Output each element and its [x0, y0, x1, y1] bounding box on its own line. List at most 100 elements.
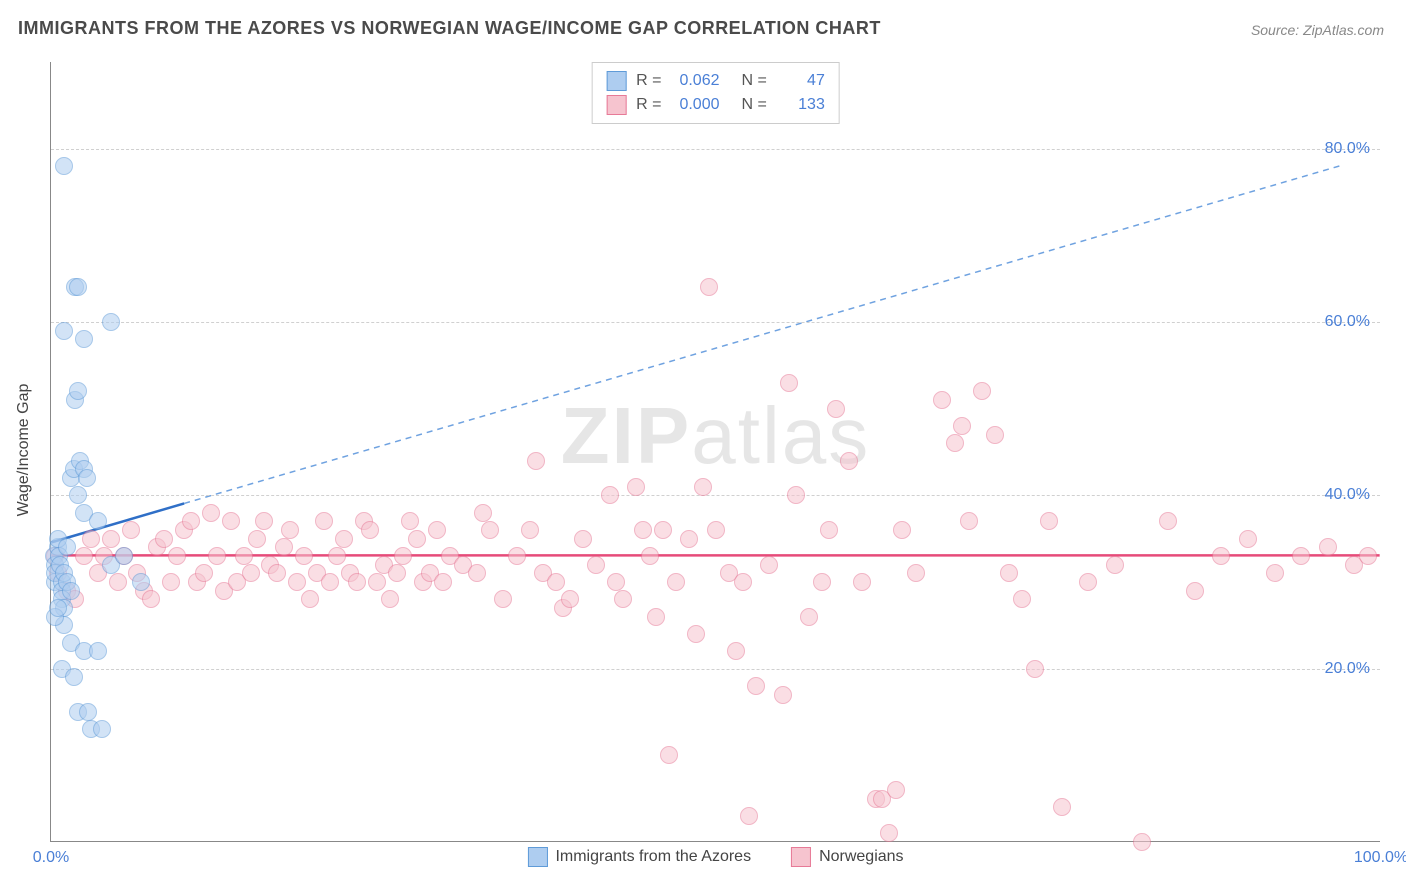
y-tick-label: 80.0%: [1325, 140, 1370, 158]
data-point-azores: [55, 322, 73, 340]
data-point-norwegians: [268, 564, 286, 582]
data-point-norwegians: [1013, 590, 1031, 608]
data-point-norwegians: [122, 521, 140, 539]
data-point-norwegians: [840, 452, 858, 470]
data-point-norwegians: [321, 573, 339, 591]
watermark: ZIPatlas: [561, 390, 870, 482]
data-point-norwegians: [1319, 538, 1337, 556]
series-legend: Immigrants from the Azores Norwegians: [527, 847, 903, 867]
data-point-norwegians: [800, 608, 818, 626]
source-attribution: Source: ZipAtlas.com: [1251, 22, 1384, 38]
data-point-norwegians: [142, 590, 160, 608]
gridline: [51, 669, 1380, 670]
data-point-norwegians: [248, 530, 266, 548]
data-point-norwegians: [1133, 833, 1151, 851]
data-point-norwegians: [1186, 582, 1204, 600]
chart-title: IMMIGRANTS FROM THE AZORES VS NORWEGIAN …: [18, 18, 881, 39]
data-point-norwegians: [607, 573, 625, 591]
data-point-azores: [93, 720, 111, 738]
x-tick-label: 100.0%: [1354, 849, 1406, 867]
data-point-azores: [62, 582, 80, 600]
data-point-norwegians: [468, 564, 486, 582]
data-point-norwegians: [1000, 564, 1018, 582]
data-point-azores: [49, 599, 67, 617]
data-point-norwegians: [774, 686, 792, 704]
data-point-norwegians: [1292, 547, 1310, 565]
data-point-norwegians: [707, 521, 725, 539]
data-point-azores: [78, 469, 96, 487]
data-point-norwegians: [168, 547, 186, 565]
data-point-norwegians: [1079, 573, 1097, 591]
data-point-norwegians: [547, 573, 565, 591]
data-point-norwegians: [641, 547, 659, 565]
data-point-norwegians: [827, 400, 845, 418]
data-point-norwegians: [667, 573, 685, 591]
legend-swatch: [791, 847, 811, 867]
legend-item-azores: Immigrants from the Azores: [527, 847, 751, 867]
data-point-norwegians: [694, 478, 712, 496]
data-point-norwegians: [634, 521, 652, 539]
data-point-norwegians: [242, 564, 260, 582]
data-point-azores: [55, 157, 73, 175]
data-point-azores: [69, 486, 87, 504]
data-point-norwegians: [521, 521, 539, 539]
trendline-azores-extrapolated: [184, 166, 1340, 504]
data-point-norwegians: [281, 521, 299, 539]
data-point-norwegians: [1359, 547, 1377, 565]
data-point-azores: [75, 330, 93, 348]
watermark-bold: ZIP: [561, 391, 691, 480]
data-point-norwegians: [574, 530, 592, 548]
stat-value-r: 0.000: [672, 93, 720, 117]
data-point-norwegians: [1053, 798, 1071, 816]
data-point-norwegians: [328, 547, 346, 565]
stats-legend-row-norwegians: R =0.000N =133: [606, 93, 825, 117]
data-point-azores: [115, 547, 133, 565]
data-point-norwegians: [428, 521, 446, 539]
data-point-norwegians: [222, 512, 240, 530]
data-point-norwegians: [82, 530, 100, 548]
data-point-norwegians: [587, 556, 605, 574]
stats-legend: R =0.062N =47R =0.000N =133: [591, 62, 840, 124]
data-point-azores: [79, 703, 97, 721]
data-point-norwegians: [787, 486, 805, 504]
data-point-norwegians: [295, 547, 313, 565]
stat-label-n: N =: [742, 93, 767, 117]
data-point-norwegians: [335, 530, 353, 548]
data-point-norwegians: [348, 573, 366, 591]
plot-area: ZIPatlas R =0.062N =47R =0.000N =133 Imm…: [50, 62, 1380, 842]
data-point-norwegians: [933, 391, 951, 409]
data-point-norwegians: [481, 521, 499, 539]
data-point-norwegians: [660, 746, 678, 764]
data-point-norwegians: [953, 417, 971, 435]
trend-lines-layer: [51, 62, 1380, 841]
data-point-norwegians: [162, 573, 180, 591]
data-point-norwegians: [527, 452, 545, 470]
data-point-norwegians: [887, 781, 905, 799]
data-point-norwegians: [394, 547, 412, 565]
data-point-norwegians: [687, 625, 705, 643]
data-point-norwegians: [647, 608, 665, 626]
data-point-norwegians: [1040, 512, 1058, 530]
data-point-norwegians: [182, 512, 200, 530]
stat-value-r: 0.062: [672, 69, 720, 93]
data-point-azores: [132, 573, 150, 591]
data-point-norwegians: [747, 677, 765, 695]
data-point-norwegians: [195, 564, 213, 582]
data-point-norwegians: [973, 382, 991, 400]
data-point-norwegians: [700, 278, 718, 296]
y-axis-title: Wage/Income Gap: [15, 384, 33, 517]
data-point-norwegians: [1266, 564, 1284, 582]
legend-swatch: [527, 847, 547, 867]
data-point-norwegians: [880, 824, 898, 842]
data-point-norwegians: [155, 530, 173, 548]
legend-item-norwegians: Norwegians: [791, 847, 903, 867]
data-point-norwegians: [301, 590, 319, 608]
x-tick-label: 0.0%: [33, 849, 69, 867]
data-point-norwegians: [315, 512, 333, 530]
data-point-norwegians: [986, 426, 1004, 444]
stat-label-n: N =: [742, 69, 767, 93]
stat-value-n: 133: [777, 93, 825, 117]
data-point-norwegians: [853, 573, 871, 591]
data-point-norwegians: [381, 590, 399, 608]
data-point-norwegians: [288, 573, 306, 591]
